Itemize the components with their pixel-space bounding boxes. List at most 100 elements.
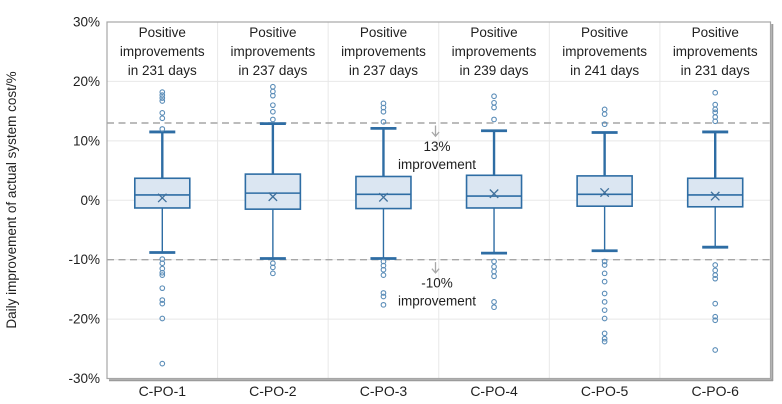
box-annotation-line: in 239 days: [460, 63, 529, 78]
outlier-point: [380, 301, 387, 308]
outlier-point: [159, 285, 166, 292]
outlier-point: [712, 317, 719, 324]
outlier-point: [270, 102, 276, 109]
outlier-point: [491, 273, 497, 280]
outlier-point: [712, 313, 719, 320]
box-rect: [465, 174, 523, 209]
box-annotation-line: in 231 days: [128, 63, 197, 78]
mean-marker: [157, 193, 167, 203]
x-axis-label: C-PO-5: [581, 383, 629, 399]
outlier-point: [380, 293, 387, 300]
outlier-point: [159, 360, 166, 367]
box-annotation-line: Positive: [249, 25, 296, 40]
outlier-point: [491, 304, 497, 311]
box-annotation-line: improvements: [341, 44, 426, 59]
outlier-point: [159, 98, 166, 104]
box-annotation-line: Positive: [581, 25, 628, 40]
outlier-point: [159, 92, 166, 98]
reference-label-text: improvement: [398, 294, 476, 309]
y-tick-label: 20%: [73, 74, 100, 89]
outlier-point: [601, 307, 608, 314]
y-tick-label: -30%: [68, 371, 100, 386]
box-c-po-4: Positive improvements in 239 days C-PO-4: [452, 25, 537, 399]
y-tick-label: -10%: [68, 252, 100, 267]
outlier-point: [159, 300, 166, 307]
box-rect: [686, 177, 744, 208]
outlier-point: [270, 270, 276, 277]
box-annotation-line: Positive: [692, 25, 739, 40]
outlier-point: [601, 270, 608, 277]
outlier-point: [159, 115, 166, 122]
outlier-point: [159, 260, 166, 267]
box-annotation-line: improvements: [562, 44, 647, 59]
outlier-point: [159, 95, 166, 101]
gridlines: [107, 22, 771, 379]
x-axis-label: C-PO-3: [360, 383, 408, 399]
outlier-point: [712, 275, 719, 282]
y-tick-label: 30%: [73, 15, 100, 30]
outlier-point: [712, 347, 719, 353]
outlier-point: [601, 299, 608, 305]
box-annotation-line: Positive: [360, 25, 407, 40]
outlier-point: [159, 89, 166, 95]
arrow-down-icon: [431, 262, 440, 274]
box-annotation-line: improvements: [120, 44, 205, 59]
outlier-point: [712, 272, 719, 278]
outlier-point: [601, 262, 608, 268]
box-rect: [244, 173, 302, 210]
outlier-point: [491, 116, 497, 123]
x-axis-label: C-PO-1: [139, 383, 187, 399]
reference-annotation: -10% improvement: [398, 262, 476, 309]
outlier-point: [491, 258, 497, 265]
y-tick-label: -20%: [68, 312, 100, 327]
outlier-point: [270, 92, 276, 99]
outlier-point: [491, 93, 497, 100]
box-annotation-line: Positive: [139, 25, 186, 40]
outlier-point: [159, 110, 166, 116]
box-annotation-line: improvements: [230, 44, 315, 59]
y-axis-title: Daily improvement of actual system cost/…: [4, 71, 19, 328]
outlier-point: [601, 258, 608, 265]
outlier-point: [601, 121, 608, 128]
outlier-point: [712, 300, 719, 307]
box-rect: [355, 175, 412, 210]
outlier-point: [270, 264, 276, 271]
mean-marker: [268, 192, 278, 202]
box-c-po-5: Positive improvements in 241 days C-PO-5: [562, 25, 647, 399]
outlier-point: [380, 272, 387, 278]
outlier-point: [159, 315, 166, 322]
y-tick-label: 10%: [73, 133, 100, 148]
outlier-point: [712, 118, 719, 125]
outlier-point: [601, 330, 608, 337]
reference-label-value: -10%: [421, 276, 453, 291]
outlier-point: [601, 111, 608, 117]
outlier-point: [270, 116, 276, 123]
outlier-point: [712, 262, 719, 268]
outlier-point: [601, 335, 608, 342]
box-c-po-6: Positive improvements in 231 days C-PO-6: [673, 25, 758, 399]
box-annotation-line: in 237 days: [238, 63, 307, 78]
outlier-point: [159, 269, 166, 276]
mean-marker: [378, 192, 389, 202]
outlier-point: [601, 315, 608, 322]
mean-marker: [489, 189, 499, 199]
outlier-point: [601, 338, 608, 345]
box-c-po-2: Positive improvements in 237 days C-PO-2: [230, 25, 315, 399]
outlier-point: [380, 266, 387, 273]
box-annotation-line: improvements: [673, 44, 758, 59]
x-axis-label: C-PO-4: [470, 383, 518, 399]
outlier-point: [380, 118, 387, 125]
reference-label-text: improvement: [398, 157, 476, 172]
box-rect: [133, 177, 191, 209]
x-axis-label: C-PO-6: [691, 383, 739, 399]
box-c-po-1: Positive improvements in 231 days C-PO-1: [120, 25, 205, 399]
box-annotation-line: in 237 days: [349, 63, 418, 78]
outlier-point: [491, 104, 497, 111]
box-annotation-line: in 241 days: [570, 63, 639, 78]
outlier-point: [491, 299, 497, 305]
mean-marker: [710, 191, 720, 201]
box-annotation-line: in 231 days: [681, 63, 750, 78]
plot-frame: [106, 21, 772, 380]
